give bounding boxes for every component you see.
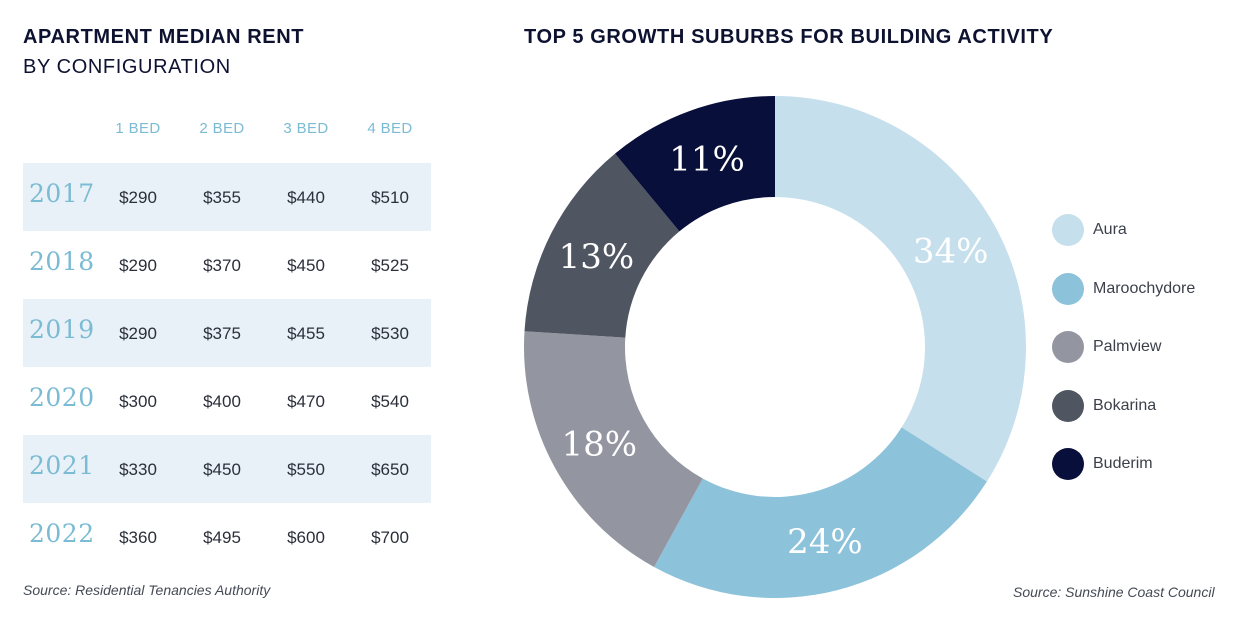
legend-swatch-icon xyxy=(1052,448,1084,480)
donut-label-bokarina: 13% xyxy=(559,237,635,277)
row-year: 2021 xyxy=(29,451,95,480)
cell-3-bed: $550 xyxy=(287,460,325,479)
row-year: 2020 xyxy=(29,383,95,412)
legend-label: Palmview xyxy=(1093,338,1162,355)
legend-label: Aura xyxy=(1093,221,1127,238)
cell-4-bed: $525 xyxy=(371,256,409,275)
donut-label-aura: 34% xyxy=(913,231,989,271)
row-year: 2019 xyxy=(29,315,95,344)
legend-swatch-icon xyxy=(1052,272,1084,305)
cell-2-bed: $370 xyxy=(203,256,241,275)
donut-label-maroochydore: 24% xyxy=(787,522,863,562)
cell-2-bed: $400 xyxy=(203,392,241,411)
donut-segment-palmview xyxy=(524,331,703,567)
cell-4-bed: $540 xyxy=(371,392,409,411)
donut-chart: 34% 24% 18% 13% 11% xyxy=(524,96,1026,598)
legend-swatch-icon xyxy=(1052,389,1084,422)
table-source: Source: Residential Tenancies Authority xyxy=(23,582,271,598)
table-row: 2019 $290 $375 $455 $530 xyxy=(23,299,431,367)
cell-4-bed: $700 xyxy=(371,528,409,547)
column-header-3-bed: 3 BED xyxy=(283,120,329,137)
column-header-4-bed: 4 BED xyxy=(367,120,413,137)
table-row: 2018 $290 $370 $450 $525 xyxy=(23,231,431,299)
cell-1-bed: $300 xyxy=(119,392,157,411)
donut-labels: 34% 24% 18% 13% 11% xyxy=(559,139,989,562)
cell-4-bed: $530 xyxy=(371,324,409,343)
cell-3-bed: $470 xyxy=(287,392,325,411)
legend-swatch-icon xyxy=(1052,331,1084,363)
cell-2-bed: $355 xyxy=(203,188,241,207)
donut-segments xyxy=(524,96,1026,598)
cell-4-bed: $510 xyxy=(371,188,409,207)
legend-label: Maroochydore xyxy=(1093,279,1196,297)
table-row: 2022 $360 $495 $600 $700 xyxy=(23,503,431,571)
rent-table-panel: APARTMENT MEDIAN RENT BY CONFIGURATION 1… xyxy=(0,0,460,620)
column-header-1-bed: 1 BED xyxy=(115,120,161,137)
donut-segment-buderim xyxy=(615,96,775,232)
table-row: 2020 $300 $400 $470 $540 xyxy=(23,367,431,435)
row-year: 2017 xyxy=(29,179,95,208)
cell-1-bed: $330 xyxy=(119,460,157,479)
rent-table: 2017 $290 $355 $440 $510 2018 $290 $370 … xyxy=(23,163,431,571)
cell-1-bed: $290 xyxy=(119,188,157,207)
cell-2-bed: $375 xyxy=(203,324,241,343)
cell-1-bed: $360 xyxy=(119,528,157,547)
row-year: 2022 xyxy=(29,519,95,548)
donut-segment-aura xyxy=(775,96,1026,482)
row-year: 2018 xyxy=(29,247,95,276)
donut-segment-maroochydore xyxy=(654,427,987,598)
cell-4-bed: $650 xyxy=(371,460,409,479)
chart-title: TOP 5 GROWTH SUBURBS FOR BUILDING ACTIVI… xyxy=(524,26,1054,48)
donut-label-buderim: 11% xyxy=(669,139,745,179)
donut-segment-bokarina xyxy=(524,153,680,338)
legend-label: Buderim xyxy=(1093,455,1153,472)
table-title: APARTMENT MEDIAN RENT xyxy=(23,26,305,48)
cell-1-bed: $290 xyxy=(119,324,157,343)
cell-1-bed: $290 xyxy=(119,256,157,275)
cell-3-bed: $450 xyxy=(287,256,325,275)
cell-3-bed: $600 xyxy=(287,528,325,547)
cell-3-bed: $440 xyxy=(287,188,325,207)
column-header-2-bed: 2 BED xyxy=(199,120,245,137)
legend-label: Bokarina xyxy=(1093,396,1157,414)
cell-3-bed: $455 xyxy=(287,324,325,343)
table-row: 2017 $290 $355 $440 $510 xyxy=(23,163,431,231)
cell-2-bed: $450 xyxy=(203,460,241,479)
chart-source: Source: Sunshine Coast Council xyxy=(1013,584,1215,600)
column-headers: 1 BED 2 BED 3 BED 4 BED xyxy=(23,120,431,142)
cell-2-bed: $495 xyxy=(203,528,241,547)
table-subtitle: BY CONFIGURATION xyxy=(23,56,231,78)
legend-swatch-icon xyxy=(1052,214,1084,246)
table-row: 2021 $330 $450 $550 $650 xyxy=(23,435,431,503)
donut-label-palmview: 18% xyxy=(562,425,638,465)
